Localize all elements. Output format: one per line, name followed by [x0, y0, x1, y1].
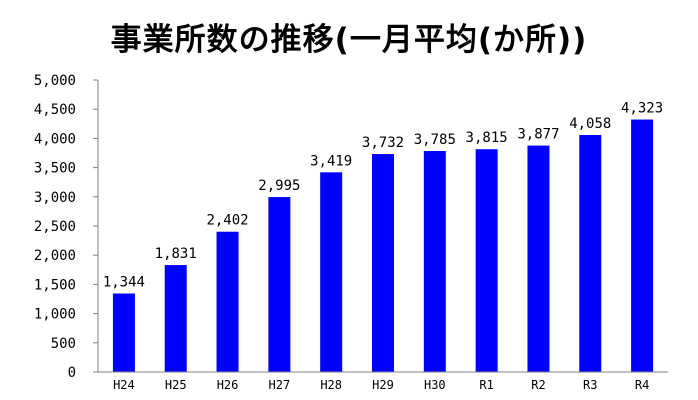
data-label: 4,323: [621, 101, 663, 117]
y-tick-label: 4,500: [34, 102, 76, 118]
y-tick-label: 4,000: [34, 131, 76, 147]
x-tick-label: H24: [113, 378, 135, 392]
bar-h30: [423, 150, 446, 372]
y-tick-label: 3,500: [34, 161, 76, 177]
y-tick-label: 1,500: [34, 277, 76, 293]
bar-r2: [527, 145, 550, 372]
data-labels: 1,344 1,831 2,402 2,995 3,419 3,732 3,785 3,815…: [103, 101, 663, 291]
x-tick-label: R2: [531, 378, 545, 392]
x-tick-label: H28: [320, 378, 342, 392]
y-tick-label: 3,000: [34, 190, 76, 206]
x-tick-label: H30: [424, 378, 446, 392]
data-label: 3,785: [414, 132, 456, 148]
y-tick-label: 1,000: [34, 307, 76, 323]
x-tick-label: H26: [217, 378, 239, 392]
bar-h25: [164, 265, 187, 372]
bar-h28: [320, 172, 343, 372]
x-tick-label: R3: [583, 378, 597, 392]
bar-r3: [579, 135, 602, 372]
x-axis: H24 H25 H26 H27 H28 H29 H30 R1 R2 R3 R4: [98, 371, 668, 392]
data-label: 4,058: [569, 116, 611, 132]
y-tick-label: 5,000: [34, 73, 76, 89]
x-tick-label: R4: [635, 378, 649, 392]
y-tick-label: 500: [51, 336, 76, 352]
data-label: 3,877: [517, 127, 559, 143]
x-tick-label: H25: [165, 378, 187, 392]
x-tick-label: R1: [479, 378, 493, 392]
x-tick-label: H27: [269, 378, 291, 392]
y-tick-label: 0: [68, 365, 76, 381]
data-label: 3,815: [466, 130, 508, 146]
y-axis: 0 500 1,000 1,500 2,000 2,500 3,000 3,500 4,000 4…: [34, 73, 99, 381]
data-label: 2,402: [206, 213, 248, 229]
y-tick-label: 2,500: [34, 219, 76, 235]
data-label: 1,831: [155, 246, 197, 262]
bar-h24: [112, 293, 135, 372]
data-label: 3,419: [310, 153, 352, 169]
bar-h29: [372, 154, 394, 372]
bar-r4: [631, 119, 654, 372]
bar-h27: [268, 197, 291, 372]
bar-r1: [475, 149, 498, 372]
bar-h26: [216, 231, 239, 372]
x-tick-label: H29: [372, 378, 394, 392]
data-label: 2,995: [258, 178, 300, 194]
y-tick-label: 2,000: [34, 248, 76, 264]
data-label: 1,344: [103, 275, 145, 291]
data-label: 3,732: [362, 135, 404, 151]
chart-title: 事業所数の推移(一月平均(か所)): [110, 22, 588, 58]
bars: [112, 119, 654, 372]
